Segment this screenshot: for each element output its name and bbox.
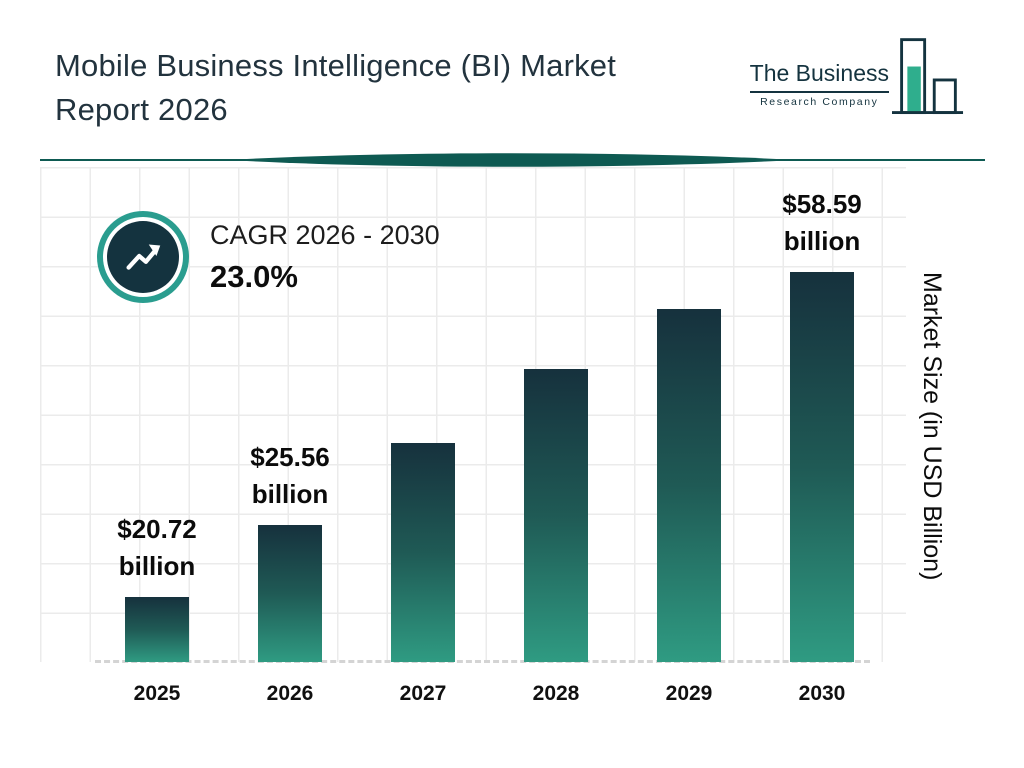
logo-company-name: The Business xyxy=(749,60,889,93)
page-title: Mobile Business Intelligence (BI) Market… xyxy=(55,44,715,132)
company-logo: The Business Research Company xyxy=(749,36,988,122)
trend-up-arrow-icon xyxy=(126,244,161,270)
bar-value-2025: $20.72 xyxy=(117,514,197,545)
divider-ornament xyxy=(40,153,985,167)
bar-2026 xyxy=(258,525,322,662)
bar-2028 xyxy=(524,369,588,662)
cagr-value: 23.0% xyxy=(210,259,298,294)
cagr-badge xyxy=(107,221,179,293)
chart-baseline xyxy=(95,660,870,663)
x-axis-label-2025: 2025 xyxy=(133,682,181,705)
bar-unit-2026: billion xyxy=(251,479,329,510)
company-logo-text: The Business Research Company xyxy=(749,60,889,108)
x-axis-label-2028: 2028 xyxy=(532,682,580,705)
bar-value-2026: $25.56 xyxy=(250,442,330,473)
x-axis-label-2030: 2030 xyxy=(798,682,846,705)
cagr-period-label: CAGR 2026 - 2030 xyxy=(210,220,440,250)
y-axis-label: Market Size (in USD Billion) xyxy=(918,272,946,581)
bar-value-2030: $58.59 xyxy=(782,189,862,220)
bar-value-label-2025: $20.72 billion xyxy=(62,511,252,585)
bar-unit-2025: billion xyxy=(118,551,196,582)
logo-company-subname: Research Company xyxy=(760,96,879,108)
bar-2029 xyxy=(657,309,721,662)
bar-value-label-2026: $25.56 billion xyxy=(195,439,385,513)
bar-2027 xyxy=(391,443,455,662)
x-axis-label-2029: 2029 xyxy=(665,682,713,705)
x-axis-label-2027: 2027 xyxy=(399,682,447,705)
page-title-line2: Report 2026 xyxy=(55,92,228,128)
page-title-line1: Mobile Business Intelligence (BI) Market xyxy=(55,48,617,83)
bar-value-label-2030: $58.59 billion xyxy=(727,186,917,260)
bar-unit-2030: billion xyxy=(783,226,861,257)
x-axis-label-2026: 2026 xyxy=(266,682,314,705)
logo-barchart-icon xyxy=(892,38,964,115)
bar-2030 xyxy=(790,272,854,662)
chart-gridlines xyxy=(40,167,906,662)
bar-2025 xyxy=(125,597,189,662)
